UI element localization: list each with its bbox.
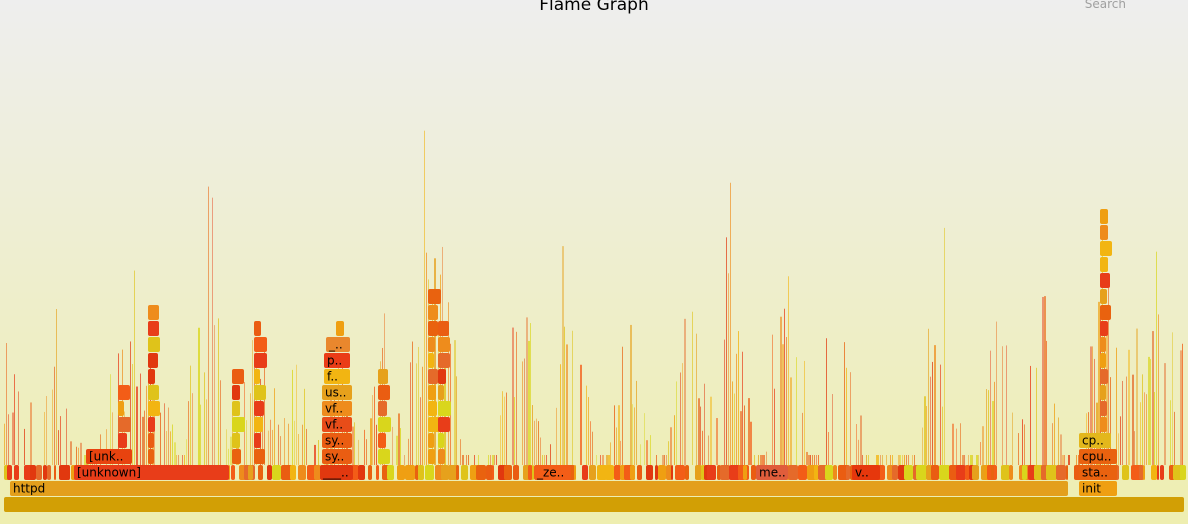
frame-bar xyxy=(322,449,352,464)
frame-bar xyxy=(1079,433,1111,448)
frame-label: init xyxy=(1082,482,1101,496)
frame-bar xyxy=(322,433,352,448)
frame-frame-4[interactable]: ___.. xyxy=(320,465,353,480)
frame-label: us.. xyxy=(325,386,347,400)
frame-label: [unk.. xyxy=(89,450,123,464)
frame-bar xyxy=(1079,449,1117,464)
frame-cpu-11[interactable]: cpu.. xyxy=(1079,449,1117,464)
frame-p-18[interactable]: p.. xyxy=(324,353,350,368)
frame-bar xyxy=(534,465,571,480)
frame-bar xyxy=(320,465,353,480)
frame-label: me.. xyxy=(759,466,786,480)
frame-me-6[interactable]: me.. xyxy=(756,465,788,480)
frame-bar xyxy=(324,353,350,368)
frame-us-16[interactable]: us.. xyxy=(322,385,352,400)
frame-root-0[interactable] xyxy=(4,497,1184,512)
frame-bar xyxy=(324,369,350,384)
frame-init-2[interactable]: init xyxy=(1079,481,1117,496)
frame-httpd-1[interactable]: httpd xyxy=(10,481,1068,496)
frame-unknown-3[interactable]: [unknown] xyxy=(74,465,229,480)
frame-bar xyxy=(322,417,352,432)
frame-ze-5[interactable]: _ze.. xyxy=(534,465,571,480)
frame-label: f.. xyxy=(327,370,338,384)
frame-bar xyxy=(4,497,1184,512)
frame-bar xyxy=(74,465,229,480)
search-button[interactable]: Search xyxy=(1084,0,1126,11)
frame-bar xyxy=(10,481,1068,496)
frame-label: [unknown] xyxy=(77,466,141,480)
frame-f-17[interactable]: f.. xyxy=(324,369,350,384)
frame-sta-8[interactable]: sta.. xyxy=(1079,465,1117,480)
frame-vf-14[interactable]: vf.. xyxy=(322,417,352,432)
frame-frame-19[interactable]: _.. xyxy=(326,337,350,352)
frame-label: ___.. xyxy=(322,466,349,480)
frame-bar xyxy=(322,385,352,400)
frame-bar xyxy=(326,337,350,352)
frame-label: _ze.. xyxy=(536,466,564,480)
frame-bar xyxy=(1079,481,1117,496)
frame-label: cp.. xyxy=(1082,434,1104,448)
frame-bar xyxy=(852,465,880,480)
frame-unk-9[interactable]: [unk.. xyxy=(86,449,132,464)
frame-sy-10[interactable]: sy.. xyxy=(322,449,352,464)
frame-bar xyxy=(756,465,788,480)
frame-label: vf.. xyxy=(325,418,343,432)
frame-label: sy.. xyxy=(325,434,344,448)
thin-frames xyxy=(4,130,1186,480)
chart-title: Flame Graph xyxy=(539,0,649,15)
frame-vf-15[interactable]: vf.. xyxy=(322,401,352,416)
frame-label: sy.. xyxy=(325,450,344,464)
frame-bar xyxy=(86,449,132,464)
frame-bar xyxy=(1079,465,1117,480)
frame-label: vf.. xyxy=(325,402,343,416)
frame-label: v.. xyxy=(855,466,869,480)
frame-bar xyxy=(322,401,352,416)
frame-sy-12[interactable]: sy.. xyxy=(322,433,352,448)
frame-label: _.. xyxy=(328,338,343,352)
frame-label: sta.. xyxy=(1082,466,1108,480)
frame-label: cpu.. xyxy=(1082,450,1111,464)
frame-label: p.. xyxy=(327,354,342,368)
frame-v-7[interactable]: v.. xyxy=(852,465,880,480)
frame-cp-13[interactable]: cp.. xyxy=(1079,433,1111,448)
frame-label: httpd xyxy=(13,482,45,496)
